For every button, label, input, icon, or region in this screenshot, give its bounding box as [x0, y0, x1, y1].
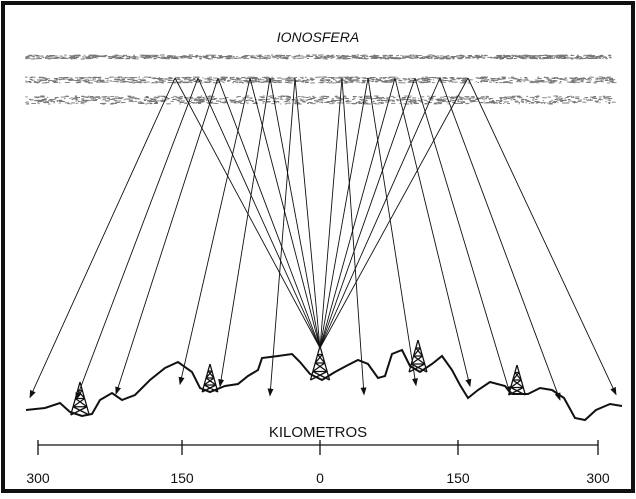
ray-down [75, 77, 199, 401]
ray-up [217, 77, 321, 349]
ray-up [319, 77, 396, 349]
towers [70, 339, 527, 416]
ray-up [319, 77, 416, 349]
ray-up [294, 77, 321, 349]
scale-tick-label: 300 [586, 470, 610, 486]
ray-up [319, 77, 343, 349]
ray-down [439, 77, 561, 401]
ray-up [174, 77, 321, 349]
rays [29, 77, 617, 401]
ray-down [267, 77, 296, 397]
scale-tick-label: 0 [316, 470, 324, 486]
ray-down [115, 77, 219, 395]
tower [70, 381, 90, 416]
tower [507, 364, 527, 396]
scale-tick-label: 150 [170, 470, 194, 486]
ray-down [29, 77, 176, 399]
tower [201, 363, 219, 393]
terrain [25, 348, 623, 422]
tower [309, 345, 331, 381]
ray-up [197, 77, 321, 349]
ray-down [394, 77, 472, 388]
ray-down [467, 77, 617, 396]
ray-down [341, 77, 367, 396]
ionosphere-band [25, 54, 612, 60]
ionosphere-label: IONOSFERA [277, 29, 359, 45]
scale: 300 150 0 150 300 [26, 440, 610, 486]
tower [408, 339, 428, 373]
ray-down [367, 77, 418, 387]
scale-tick-label: 300 [26, 470, 50, 486]
ray-down [218, 77, 271, 388]
ray-up [319, 77, 441, 349]
ray-down [414, 77, 511, 395]
scale-tick-label: 150 [446, 470, 470, 486]
ray-up [269, 77, 321, 349]
ray-up [249, 77, 321, 349]
ray-up [319, 77, 369, 349]
scale-label: KILOMETROS [269, 424, 367, 441]
ray-up [319, 77, 469, 349]
ray-down [178, 77, 251, 386]
ionosphere-band [25, 95, 616, 105]
